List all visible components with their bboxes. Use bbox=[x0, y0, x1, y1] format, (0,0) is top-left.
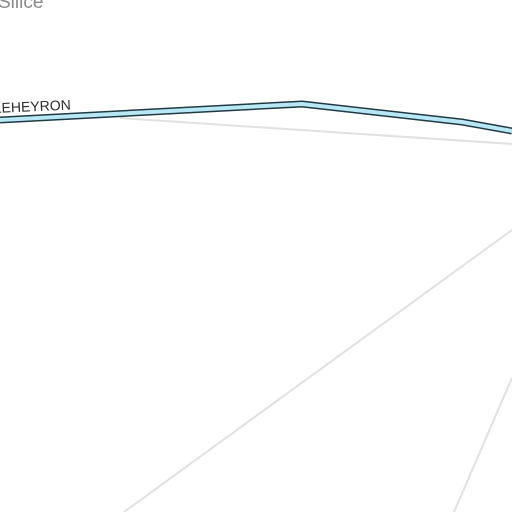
minor-road bbox=[123, 229, 512, 512]
river bbox=[0, 102, 512, 133]
minor-road bbox=[453, 377, 512, 512]
place-label: Silice bbox=[0, 0, 43, 13]
road-label: LEHEYRON bbox=[0, 97, 71, 116]
minor-road bbox=[119, 117, 512, 145]
